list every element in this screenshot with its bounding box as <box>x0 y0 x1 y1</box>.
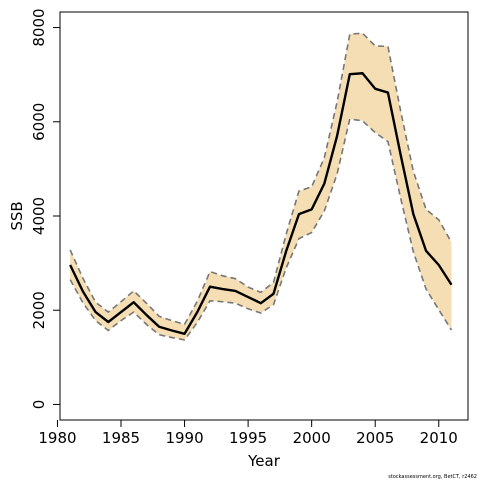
x-tick-label: 1995 <box>229 429 267 447</box>
x-axis-title: Year <box>247 452 281 470</box>
x-tick-label: 2010 <box>420 429 458 447</box>
confidence-band-layer <box>70 33 452 340</box>
confidence-band <box>70 33 452 340</box>
y-tick-label: 2000 <box>30 291 48 329</box>
x-tick-label: 1990 <box>165 429 203 447</box>
credit-text: stockassessment.org, BetCT, r2462 <box>388 474 477 480</box>
upper-bound-line <box>69 32 453 326</box>
y-axis: 0 2000 4000 6000 8000 <box>30 8 60 409</box>
x-tick-label: 2000 <box>293 429 331 447</box>
y-tick-label: 8000 <box>30 8 48 46</box>
x-tick-label: 1980 <box>38 429 76 447</box>
series-line-layer <box>69 32 453 341</box>
lower-bound-line <box>69 118 453 341</box>
x-tick-label: 2005 <box>356 429 394 447</box>
y-tick-label: 6000 <box>30 103 48 141</box>
y-axis-title: SSB <box>8 201 26 230</box>
x-tick-label: 1985 <box>102 429 140 447</box>
estimate-line <box>69 72 453 335</box>
y-tick-label: 0 <box>30 400 48 410</box>
y-tick-label: 4000 <box>30 197 48 235</box>
x-axis: 1980 1985 1990 1995 2000 2005 2010 <box>38 420 458 447</box>
